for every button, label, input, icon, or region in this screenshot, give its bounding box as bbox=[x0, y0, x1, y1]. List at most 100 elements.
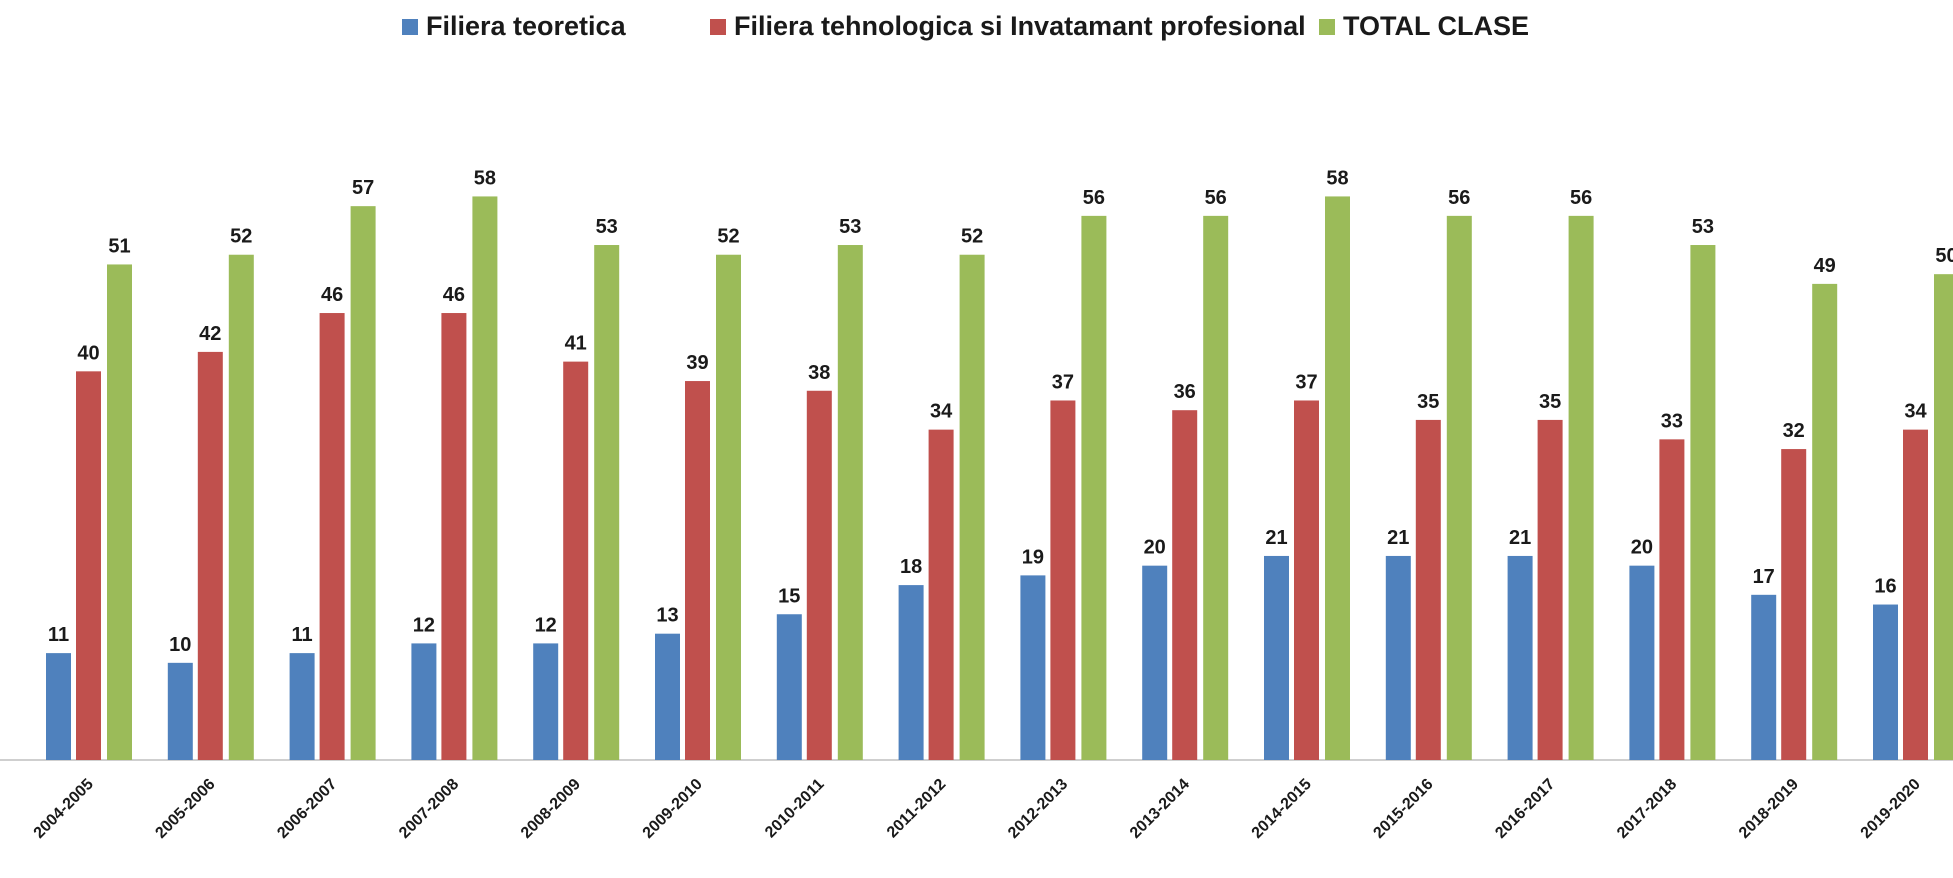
bar bbox=[1415, 419, 1441, 760]
value-label: 41 bbox=[565, 333, 587, 355]
bar bbox=[563, 361, 589, 760]
bar bbox=[1629, 565, 1655, 760]
bar bbox=[107, 264, 132, 760]
value-label: 10 bbox=[169, 634, 191, 656]
value-label: 19 bbox=[1022, 546, 1044, 568]
value-label: 20 bbox=[1144, 537, 1166, 559]
bar bbox=[837, 245, 863, 760]
x-tick-label: 2011-2012 bbox=[884, 776, 950, 842]
value-label: 51 bbox=[108, 235, 130, 257]
bar bbox=[1385, 555, 1411, 760]
value-label: 53 bbox=[839, 216, 861, 238]
value-label: 46 bbox=[321, 284, 343, 306]
value-label: 56 bbox=[1570, 187, 1592, 209]
legend-label: Filiera tehnologica si Invatamant profes… bbox=[734, 11, 1306, 41]
bar bbox=[1934, 274, 1953, 760]
x-tick-label: 2019-2020 bbox=[1858, 776, 1924, 842]
value-label: 56 bbox=[1448, 187, 1470, 209]
bar bbox=[716, 254, 741, 760]
value-label: 52 bbox=[961, 226, 983, 248]
value-label: 37 bbox=[1052, 371, 1074, 393]
bar bbox=[197, 351, 223, 760]
bar bbox=[319, 313, 345, 760]
legend-swatch bbox=[402, 19, 418, 35]
bar bbox=[1050, 400, 1076, 760]
bar bbox=[289, 653, 315, 760]
bar bbox=[1507, 555, 1533, 760]
x-tick-label: 2012-2013 bbox=[1005, 776, 1071, 842]
bar bbox=[1142, 565, 1168, 760]
bar bbox=[1751, 594, 1777, 760]
value-label: 56 bbox=[1083, 187, 1105, 209]
x-tick-label: 2014-2015 bbox=[1249, 776, 1315, 842]
bar bbox=[441, 313, 467, 760]
bar bbox=[350, 206, 376, 760]
value-label: 53 bbox=[596, 216, 618, 238]
bar bbox=[898, 585, 924, 760]
bar bbox=[1172, 410, 1198, 760]
x-tick-label: 2018-2019 bbox=[1736, 776, 1802, 842]
x-tick-label: 2006-2007 bbox=[274, 776, 340, 842]
x-tick-label: 2007-2008 bbox=[396, 776, 462, 842]
value-label: 35 bbox=[1539, 391, 1561, 413]
bar bbox=[655, 633, 680, 760]
value-label: 21 bbox=[1509, 527, 1531, 549]
value-label: 21 bbox=[1387, 527, 1409, 549]
x-tick-label: 2009-2010 bbox=[640, 776, 706, 842]
value-label: 11 bbox=[48, 624, 69, 646]
value-label: 52 bbox=[717, 226, 739, 248]
value-label: 33 bbox=[1661, 410, 1683, 432]
value-label: 58 bbox=[474, 167, 496, 189]
value-label: 57 bbox=[352, 177, 374, 199]
bar bbox=[1659, 439, 1685, 760]
value-label: 38 bbox=[808, 362, 830, 384]
value-label: 15 bbox=[778, 585, 800, 607]
x-tick-label: 2005-2006 bbox=[152, 776, 218, 842]
value-label: 11 bbox=[292, 624, 313, 646]
value-label: 39 bbox=[686, 352, 708, 374]
value-label: 32 bbox=[1783, 420, 1805, 442]
x-tick-label: 2010-2011 bbox=[762, 776, 828, 842]
value-label: 13 bbox=[656, 605, 678, 627]
value-label: 16 bbox=[1874, 576, 1896, 598]
value-label: 52 bbox=[230, 226, 252, 248]
value-label: 42 bbox=[199, 323, 221, 345]
bar bbox=[1812, 283, 1838, 760]
bar bbox=[928, 429, 954, 760]
bar bbox=[1020, 575, 1046, 760]
bar bbox=[1264, 555, 1289, 760]
value-label: 40 bbox=[77, 342, 99, 364]
bar bbox=[1203, 215, 1229, 760]
value-label: 53 bbox=[1692, 216, 1714, 238]
value-label: 58 bbox=[1326, 167, 1348, 189]
x-tick-label: 2017-2018 bbox=[1614, 776, 1680, 842]
bar bbox=[1537, 419, 1563, 760]
bar bbox=[1873, 604, 1898, 760]
bar bbox=[1781, 449, 1807, 760]
legend-label: TOTAL CLASE bbox=[1343, 11, 1529, 41]
x-tick-label: 2008-2009 bbox=[518, 776, 584, 842]
bar bbox=[594, 245, 620, 760]
value-label: 50 bbox=[1935, 245, 1953, 267]
value-label: 49 bbox=[1814, 255, 1836, 277]
bar bbox=[776, 614, 802, 760]
bar bbox=[1294, 400, 1319, 760]
bar bbox=[1446, 215, 1472, 760]
legend-swatch bbox=[1319, 19, 1335, 35]
value-label: 21 bbox=[1265, 527, 1287, 549]
x-tick-label: 2016-2017 bbox=[1492, 776, 1558, 842]
value-label: 12 bbox=[535, 614, 557, 636]
bar bbox=[1568, 215, 1594, 760]
value-label: 36 bbox=[1174, 381, 1196, 403]
bar bbox=[1690, 245, 1716, 760]
bar bbox=[472, 196, 498, 760]
value-label: 56 bbox=[1205, 187, 1227, 209]
x-tick-label: 2015-2016 bbox=[1370, 776, 1436, 842]
value-label: 34 bbox=[1904, 401, 1927, 423]
bar bbox=[959, 254, 985, 760]
bar bbox=[806, 390, 832, 760]
legend-swatch bbox=[710, 19, 726, 35]
bar bbox=[533, 643, 559, 760]
value-label: 20 bbox=[1631, 537, 1653, 559]
